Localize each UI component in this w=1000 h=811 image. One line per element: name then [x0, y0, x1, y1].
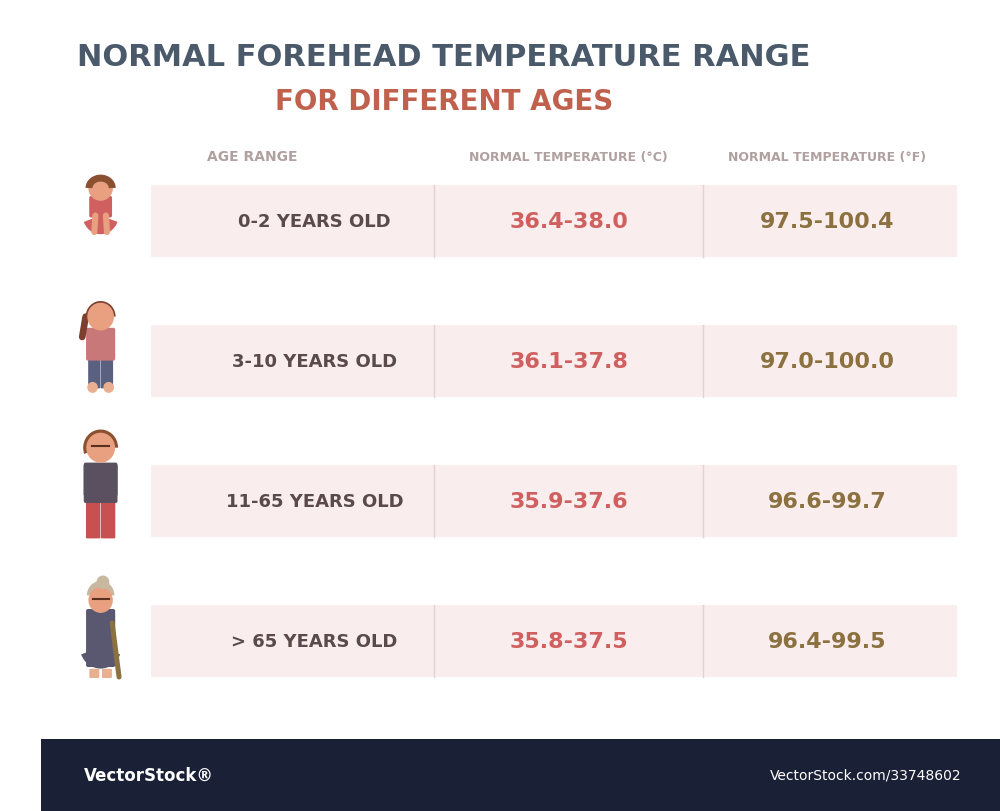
FancyBboxPatch shape — [86, 609, 115, 667]
FancyBboxPatch shape — [88, 354, 100, 389]
Circle shape — [89, 177, 112, 201]
Text: 96.4-99.5: 96.4-99.5 — [768, 631, 887, 651]
Text: NORMAL TEMPERATURE (°F): NORMAL TEMPERATURE (°F) — [728, 150, 926, 163]
Bar — [41, 739, 1000, 811]
Text: 0-2 YEARS OLD: 0-2 YEARS OLD — [238, 212, 391, 230]
FancyBboxPatch shape — [101, 491, 115, 539]
Circle shape — [88, 383, 97, 393]
Circle shape — [88, 304, 113, 330]
Circle shape — [89, 589, 112, 612]
Text: VectorStock®: VectorStock® — [84, 766, 214, 784]
Text: FOR DIFFERENT AGES: FOR DIFFERENT AGES — [275, 88, 613, 116]
FancyBboxPatch shape — [83, 466, 95, 496]
Circle shape — [97, 577, 109, 589]
Text: 35.9-37.6: 35.9-37.6 — [509, 491, 628, 512]
Wedge shape — [86, 302, 116, 317]
Text: NORMAL TEMPERATURE (°C): NORMAL TEMPERATURE (°C) — [469, 150, 668, 163]
Text: AGE RANGE: AGE RANGE — [207, 150, 297, 164]
FancyBboxPatch shape — [86, 491, 100, 539]
FancyBboxPatch shape — [101, 354, 113, 389]
Wedge shape — [87, 581, 114, 595]
FancyBboxPatch shape — [106, 466, 118, 496]
Wedge shape — [81, 647, 120, 669]
FancyBboxPatch shape — [151, 466, 957, 538]
Text: 97.5-100.4: 97.5-100.4 — [760, 212, 895, 232]
FancyBboxPatch shape — [151, 605, 957, 677]
FancyBboxPatch shape — [84, 463, 118, 504]
Text: 11-65 YEARS OLD: 11-65 YEARS OLD — [226, 492, 403, 510]
Text: VectorStock.com/33748602: VectorStock.com/33748602 — [770, 768, 962, 782]
Text: 97.0-100.0: 97.0-100.0 — [760, 351, 895, 371]
Text: 96.6-99.7: 96.6-99.7 — [768, 491, 887, 512]
Text: 35.8-37.5: 35.8-37.5 — [509, 631, 628, 651]
FancyBboxPatch shape — [89, 196, 112, 218]
Circle shape — [104, 383, 113, 393]
Wedge shape — [83, 430, 118, 454]
Text: 36.4-38.0: 36.4-38.0 — [509, 212, 628, 232]
Text: NORMAL FOREHEAD TEMPERATURE RANGE: NORMAL FOREHEAD TEMPERATURE RANGE — [77, 42, 811, 71]
Circle shape — [87, 434, 114, 462]
FancyBboxPatch shape — [86, 328, 115, 361]
FancyBboxPatch shape — [89, 669, 99, 678]
Text: 3-10 YEARS OLD: 3-10 YEARS OLD — [232, 353, 397, 371]
Text: > 65 YEARS OLD: > 65 YEARS OLD — [231, 633, 398, 650]
FancyBboxPatch shape — [102, 669, 112, 678]
FancyBboxPatch shape — [151, 325, 957, 397]
Text: 36.1-37.8: 36.1-37.8 — [509, 351, 628, 371]
Wedge shape — [84, 217, 117, 235]
FancyBboxPatch shape — [151, 186, 957, 258]
